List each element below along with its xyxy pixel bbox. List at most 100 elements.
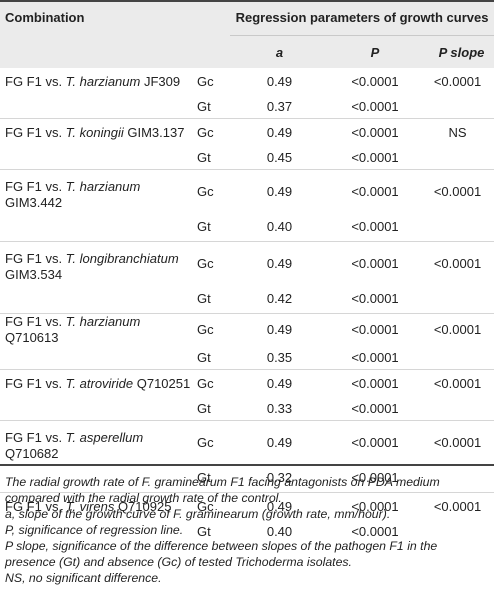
isolate-code: Q710251 bbox=[133, 375, 191, 391]
combination-cell-empty bbox=[0, 213, 197, 242]
p-cell: <0.0001 bbox=[351, 434, 399, 450]
p-cell: <0.0001 bbox=[329, 285, 421, 314]
combination-cell-empty bbox=[0, 95, 197, 119]
p-slope-cell: <0.0001 bbox=[433, 498, 482, 514]
species-name: T. virens bbox=[65, 498, 115, 514]
combination-cell: FG F1 vs. T. virens Q710925 bbox=[0, 493, 197, 521]
p-slope-cell-empty bbox=[421, 213, 494, 242]
p-slope-cell-empty bbox=[421, 146, 494, 170]
p-cell: <0.0001 bbox=[329, 346, 421, 370]
p-slope-cell: <0.0001 bbox=[433, 434, 482, 450]
p-slope-cell: <0.0001 bbox=[433, 375, 482, 391]
a-cell: 0.49 bbox=[266, 434, 293, 450]
species-name: T. atroviride bbox=[65, 375, 134, 391]
type-cell: Gc bbox=[197, 255, 214, 271]
table-top-rule bbox=[0, 0, 494, 2]
combination-prefix: FG F1 vs. bbox=[5, 124, 66, 140]
table-row: FG F1 vs. T. virens Q710925 Gc 0.49 <0.0001… bbox=[0, 493, 494, 521]
type-cell: Gt bbox=[197, 213, 230, 242]
table-row: FG F1 vs. T. harzianum GIM3.442 Gc 0.49 <0.… bbox=[0, 170, 494, 214]
combination-cell: FG F1 vs. T. atroviride Q710251 bbox=[0, 370, 197, 398]
isolate-code: GIM3.137 bbox=[123, 124, 185, 140]
combination-cell: FG F1 vs. T. harzianum GIM3.442 bbox=[0, 170, 197, 214]
type-cell: Gt bbox=[197, 95, 230, 119]
species-name: T. koningii bbox=[65, 124, 124, 140]
p-slope-cell-empty bbox=[421, 285, 494, 314]
table-row: FG F1 vs. T. koningii GIM3.137 Gc 0.49 <0.0… bbox=[0, 119, 494, 147]
combination-cell: FG F1 vs. T. asperellum Q710682 bbox=[0, 421, 197, 465]
table-row: Gt 0.45 <0.0001 bbox=[0, 146, 494, 170]
combination-prefix: FG F1 vs. bbox=[5, 375, 66, 391]
footnote-1: The radial growth rate of F. graminearum… bbox=[5, 475, 440, 505]
a-cell: 0.40 bbox=[266, 523, 293, 539]
isolate-code: Q710925 bbox=[114, 498, 172, 514]
table-footnotes: The radial growth rate of F. graminearum… bbox=[5, 474, 490, 586]
table-row: Gt 0.42 <0.0001 bbox=[0, 285, 494, 314]
header-a: a bbox=[230, 35, 329, 68]
p-cell: <0.0001 bbox=[351, 255, 399, 271]
type-cell: Gt bbox=[197, 464, 230, 493]
table-row: Gt 0.32 <0.0001 bbox=[0, 464, 494, 493]
type-cell: Gc bbox=[197, 124, 214, 140]
combination-prefix: FG F1 vs. bbox=[5, 73, 66, 89]
a-cell: 0.32 bbox=[230, 464, 329, 493]
p-slope-cell: <0.0001 bbox=[433, 255, 482, 271]
a-cell: 0.40 bbox=[230, 213, 329, 242]
p-cell: <0.0001 bbox=[351, 498, 399, 514]
type-cell: Gc bbox=[197, 322, 214, 337]
combination-prefix: FG F1 vs. bbox=[5, 314, 66, 329]
table-row: FG F1 vs. T. harzianum Q710613 Gc 0.49 <0.0… bbox=[0, 314, 494, 347]
table-row: FG F1 vs. T. harzianum JF309 Gc 0.49 <0.000… bbox=[0, 68, 494, 95]
a-cell: 0.33 bbox=[230, 397, 329, 421]
table-row: FG F1 vs. T. longibranchiatum GIM3.534 Gc… bbox=[0, 242, 494, 286]
a-cell: 0.49 bbox=[266, 322, 293, 337]
combination-cell-empty bbox=[0, 346, 197, 370]
type-cell: Gc bbox=[197, 434, 214, 450]
a-cell: 0.49 bbox=[266, 375, 293, 391]
regression-table: Combination Regression parameters of gro… bbox=[0, 0, 494, 539]
p-slope-cell-empty bbox=[421, 464, 494, 493]
table-row: Gt 0.40 <0.0001 bbox=[0, 213, 494, 242]
type-cell: Gc bbox=[197, 73, 214, 89]
header-row-1: Combination Regression parameters of gro… bbox=[0, 0, 494, 36]
combination-prefix: FG F1 vs. bbox=[5, 251, 66, 266]
p-slope-cell: <0.0001 bbox=[433, 322, 482, 337]
p-cell: <0.0001 bbox=[329, 397, 421, 421]
table-bottom-rule bbox=[0, 464, 494, 466]
p-cell: <0.0001 bbox=[351, 523, 399, 539]
footnote-3: P, significance of regression line. bbox=[5, 523, 184, 537]
p-cell: <0.0001 bbox=[329, 95, 421, 119]
species-name: T. longibranchiatum bbox=[65, 251, 179, 266]
header-regression-parameters: Regression parameters of growth curves bbox=[230, 0, 494, 36]
a-cell: 0.45 bbox=[230, 146, 329, 170]
p-cell: <0.0001 bbox=[351, 183, 399, 199]
isolate-code: GIM3.534 bbox=[5, 267, 63, 282]
p-slope-cell: NS bbox=[448, 124, 467, 140]
p-cell: <0.0001 bbox=[351, 322, 399, 337]
combination-cell: FG F1 vs. T. longibranchiatum GIM3.534 bbox=[0, 242, 197, 286]
header-combination: Combination bbox=[0, 0, 230, 36]
p-cell: <0.0001 bbox=[351, 73, 399, 89]
species-name: T. harzianum bbox=[65, 314, 141, 329]
footnote-4: P slope, significance of the difference … bbox=[5, 539, 438, 569]
combination-cell-empty bbox=[0, 464, 197, 493]
header-p-slope: P slope bbox=[421, 35, 494, 68]
p-cell: <0.0001 bbox=[329, 464, 421, 493]
header-p: P bbox=[329, 35, 421, 68]
table-row: Gt 0.35 <0.0001 bbox=[0, 346, 494, 370]
table-row: Gt 0.33 <0.0001 bbox=[0, 397, 494, 421]
p-slope-cell: <0.0001 bbox=[433, 183, 482, 199]
header-blank-2 bbox=[197, 35, 230, 68]
type-cell: Gt bbox=[197, 397, 230, 421]
table-row: Gt 0.37 <0.0001 bbox=[0, 95, 494, 119]
p-slope-cell-empty bbox=[421, 346, 494, 370]
species-name: T. harzianum bbox=[65, 73, 141, 89]
isolate-code: Q710613 bbox=[5, 330, 59, 345]
combination-cell: FG F1 vs. T. harzianum JF309 bbox=[0, 68, 197, 95]
footnote-5: NS, no significant difference. bbox=[5, 571, 162, 585]
isolate-code: GIM3.442 bbox=[5, 195, 63, 210]
p-slope-cell: <0.0001 bbox=[433, 73, 482, 89]
combination-prefix: FG F1 vs. bbox=[5, 430, 66, 445]
p-cell: <0.0001 bbox=[329, 213, 421, 242]
a-cell: 0.49 bbox=[266, 124, 293, 140]
